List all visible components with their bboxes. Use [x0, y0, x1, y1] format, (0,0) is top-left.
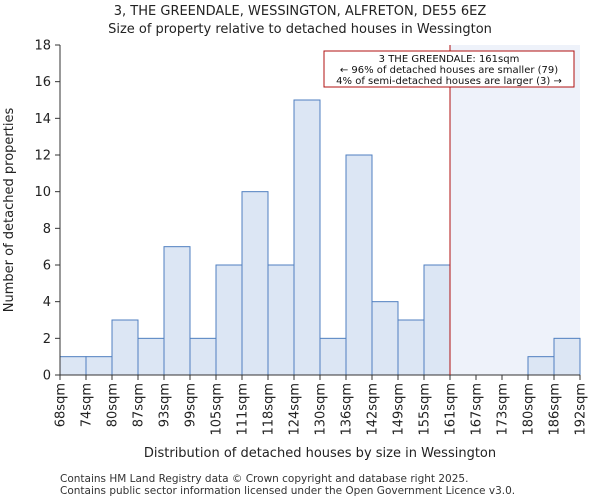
x-tick-label: 161sqm	[444, 383, 459, 436]
histogram-bar	[423, 264, 451, 376]
chart-subtitle: Size of property relative to detached ho…	[108, 22, 492, 37]
highlight-region	[450, 45, 580, 375]
histogram-bar	[59, 356, 87, 376]
histogram-bar	[319, 337, 347, 376]
annotation-line-1: 3 THE GREENDALE: 161sqm	[379, 54, 520, 65]
y-tick-label: 10	[34, 185, 51, 200]
histogram-bar	[85, 356, 113, 376]
histogram-bar	[137, 337, 165, 376]
x-tick-label: 142sqm	[366, 383, 381, 436]
x-tick-label: 124sqm	[288, 383, 303, 436]
y-tick-label: 0	[43, 369, 51, 384]
x-tick-label: 149sqm	[392, 383, 407, 436]
x-tick-label: 155sqm	[418, 383, 433, 436]
histogram-bar	[241, 191, 269, 376]
x-tick-label: 80sqm	[106, 383, 121, 427]
histogram-bar	[345, 154, 373, 376]
x-tick-label: 173sqm	[496, 383, 511, 436]
y-tick-label: 16	[34, 75, 51, 90]
y-tick-label: 12	[34, 149, 51, 164]
histogram-bar	[267, 264, 295, 376]
x-tick-label: 68sqm	[54, 383, 69, 427]
histogram-chart: 0 2 4 6 8 10 12 14 16 18 68sqm 74sqm 80sqm 87sqm 93sq…	[2, 39, 589, 462]
y-tick-label: 14	[34, 112, 51, 127]
y-tick-label: 6	[43, 259, 51, 274]
histogram-bar	[215, 264, 243, 376]
x-tick-label: 186sqm	[548, 383, 563, 436]
x-tick-label: 99sqm	[184, 383, 199, 427]
x-tick-label: 130sqm	[314, 383, 329, 436]
histogram-bar	[371, 301, 399, 376]
x-tick-label: 93sqm	[158, 383, 173, 427]
y-tick-label: 8	[43, 222, 51, 237]
x-tick-label: 118sqm	[262, 383, 277, 436]
y-tick-label: 2	[43, 332, 51, 347]
footer-license: Contains public sector information licen…	[60, 485, 516, 497]
x-axis-label: Distribution of detached houses by size …	[144, 446, 496, 461]
histogram-bar	[293, 99, 321, 376]
annotation-box: 3 THE GREENDALE: 161sqm ← 96% of detache…	[323, 50, 575, 88]
x-tick-label: 167sqm	[470, 383, 485, 436]
y-axis-label: Number of detached properties	[2, 108, 17, 313]
annotation-line-3: 4% of semi-detached houses are larger (3…	[336, 76, 562, 87]
x-tick-label: 74sqm	[80, 383, 95, 427]
x-tick-label: 136sqm	[340, 383, 355, 436]
chart-title: 3, THE GREENDALE, WESSINGTON, ALFRETON, …	[113, 4, 487, 19]
y-tick-label: 4	[43, 295, 51, 310]
annotation-line-2: ← 96% of detached houses are smaller (79…	[340, 65, 558, 76]
x-tick-label: 180sqm	[522, 383, 537, 436]
x-tick-label: 111sqm	[236, 383, 251, 436]
histogram-bar	[163, 246, 191, 376]
histogram-bar	[189, 337, 217, 376]
histogram-bar	[553, 337, 581, 376]
x-tick-label: 87sqm	[132, 383, 147, 427]
x-tick-label: 105sqm	[210, 383, 225, 436]
footer-copyright: Contains HM Land Registry data © Crown c…	[60, 473, 469, 485]
histogram-bar	[111, 319, 139, 376]
histogram-bar	[527, 356, 555, 376]
histogram-bar	[397, 319, 425, 376]
x-tick-label: 192sqm	[574, 383, 589, 436]
y-tick-label: 18	[34, 39, 51, 54]
